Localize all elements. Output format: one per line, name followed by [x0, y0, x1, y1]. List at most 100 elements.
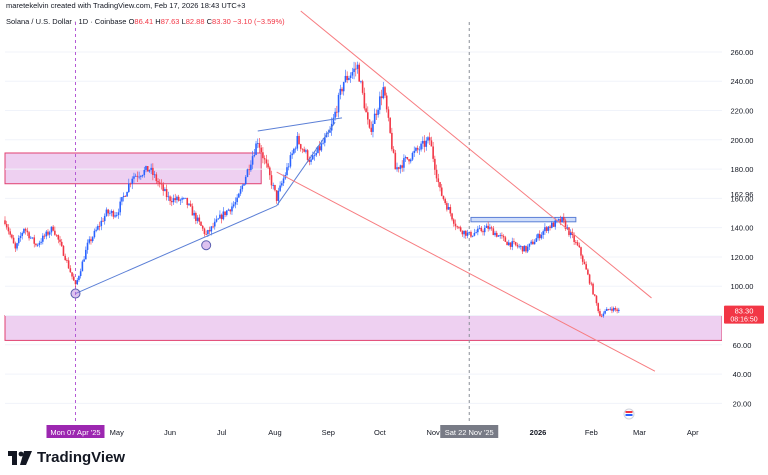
candle-body: [581, 255, 584, 262]
candle-body: [368, 119, 371, 128]
candle-body: [494, 232, 496, 236]
candle-body: [298, 135, 300, 145]
candle-body: [416, 147, 419, 150]
candle-body: [305, 150, 307, 152]
candle-body: [461, 231, 464, 235]
candle-body: [274, 185, 276, 191]
candle-body: [23, 228, 25, 233]
candle-body: [361, 81, 364, 93]
candle-body: [28, 232, 30, 239]
candle-body: [38, 242, 41, 245]
candle-body: [148, 169, 151, 172]
candle-body: [379, 96, 381, 110]
candle-body: [122, 195, 125, 198]
candle-body: [618, 309, 620, 311]
candle-body: [554, 220, 557, 227]
candle-body: [372, 123, 374, 132]
price-tick-label: 140.00: [731, 224, 754, 233]
candle-body: [334, 111, 336, 118]
candle-body: [492, 228, 495, 236]
candles-layer: [4, 61, 620, 318]
candle-body: [267, 163, 269, 168]
candle-body: [451, 213, 453, 220]
candle-body: [317, 146, 319, 154]
candle-body: [35, 243, 37, 246]
candle-body: [516, 244, 519, 247]
candle-body: [98, 226, 101, 227]
candle-body: [425, 140, 428, 147]
time-axis[interactable]: May Jun Jul Aug Sep Oct Nov 2026 Feb Mar Apr Mon 07…: [0, 423, 722, 439]
candle-body: [145, 166, 147, 170]
candle-body: [232, 204, 235, 207]
candle-body: [85, 249, 87, 260]
candle-body: [181, 198, 183, 200]
candle-body: [592, 283, 594, 295]
date-marker-label: Sat 22 Nov '25: [445, 428, 494, 437]
candle-body: [4, 220, 6, 225]
candle-body: [210, 226, 213, 232]
candle-body: [563, 216, 565, 221]
candle-body: [490, 227, 493, 229]
candle-body: [550, 222, 553, 228]
candle-body: [497, 235, 500, 237]
tradingview-logo-icon: [8, 450, 32, 465]
candle-body: [602, 313, 605, 317]
close-label: C: [206, 17, 213, 26]
candle-body: [339, 88, 342, 95]
candle-body: [485, 225, 488, 228]
date-markers-layer: [74, 22, 470, 426]
candle-body: [47, 231, 49, 235]
event-icon-stripe: [625, 411, 633, 413]
candle-body: [241, 185, 244, 190]
time-tick-label: May: [110, 428, 124, 437]
candle-body: [454, 223, 457, 227]
candle-body: [588, 274, 591, 284]
candle-body: [358, 64, 361, 82]
candle-body: [299, 144, 302, 149]
candle-body: [66, 260, 68, 261]
candle-body: [354, 68, 357, 70]
candle-body: [277, 190, 280, 201]
candle-body: [246, 169, 249, 177]
pivot-marker: [201, 240, 212, 251]
candle-body: [532, 241, 534, 245]
candle-body: [336, 111, 338, 113]
candle-body: [127, 183, 130, 192]
price-axis[interactable]: 20.0040.0060.0080.00100.00120.00140.0016…: [722, 0, 768, 440]
candle-body: [382, 87, 385, 99]
candle-body: [518, 246, 520, 248]
candle-body: [568, 227, 570, 235]
candle-body: [215, 219, 218, 222]
candle-body: [346, 75, 348, 80]
candle-body: [67, 260, 70, 269]
candle-body: [224, 211, 226, 216]
time-tick-label: Jul: [217, 428, 227, 437]
candle-body: [208, 230, 211, 232]
candle-body: [59, 239, 61, 242]
candle-body: [313, 155, 316, 157]
candle-body: [141, 175, 144, 177]
candle-body: [179, 199, 182, 201]
candle-body: [573, 235, 575, 242]
candle-body: [341, 88, 343, 92]
candle-body: [593, 294, 596, 296]
candle-body: [196, 217, 199, 221]
candle-body: [349, 75, 352, 79]
candle-body: [327, 132, 330, 134]
candle-body: [301, 148, 304, 150]
candle-body: [480, 227, 483, 232]
candle-body: [437, 178, 440, 183]
candle-body: [604, 310, 606, 314]
candle-body: [157, 181, 159, 183]
candle-body: [11, 234, 13, 238]
candle-body: [21, 232, 23, 236]
date-marker-label: Mon 07 Apr '25: [50, 428, 100, 437]
candle-body: [324, 137, 326, 143]
candle-body: [580, 247, 582, 256]
candle-body: [487, 225, 489, 229]
event-icon[interactable]: [623, 408, 635, 420]
candle-body: [275, 190, 278, 201]
candle-body: [126, 191, 128, 197]
candle-body: [501, 235, 503, 236]
